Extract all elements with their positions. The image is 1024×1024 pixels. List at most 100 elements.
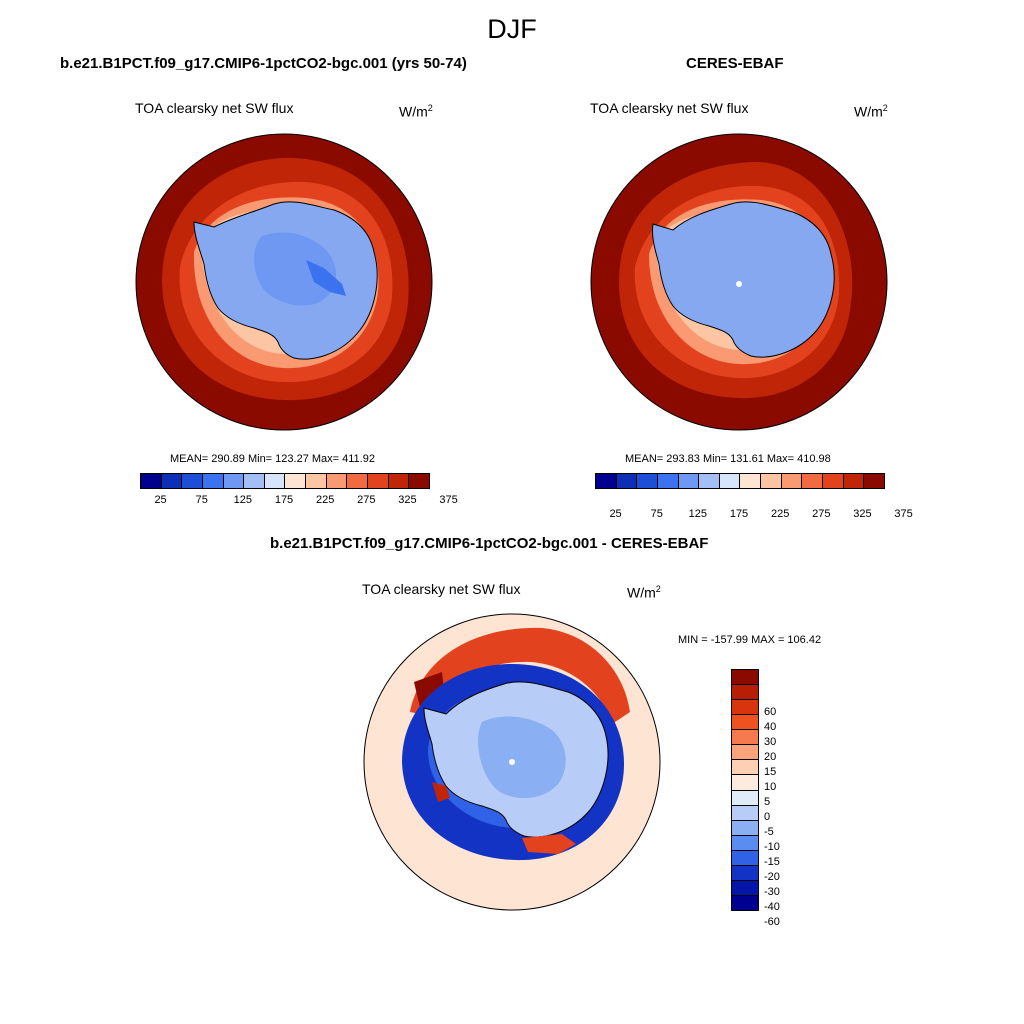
model-variable-label: TOA clearsky net SW flux xyxy=(135,100,294,116)
colorbar-swatch xyxy=(732,805,758,821)
obs-colorbar-labels: 25 75 125 175 225 275 325 375 xyxy=(595,508,912,522)
colorbar-tick-label: 275 xyxy=(357,494,376,506)
season-title: DJF xyxy=(487,14,537,44)
model-unit-label: W/m2 xyxy=(399,103,433,120)
diff-positive-ring xyxy=(410,627,630,724)
diff-plateau xyxy=(478,716,566,799)
colorbar-swatch xyxy=(843,474,865,488)
obs-unit-label: W/m2 xyxy=(854,103,888,120)
colorbar-swatch xyxy=(347,474,369,488)
diff-pole-marker xyxy=(509,759,515,765)
colorbar-swatch xyxy=(678,474,700,488)
colorbar-swatch xyxy=(182,474,203,488)
model-colorbar xyxy=(140,473,430,489)
model-plateau-low xyxy=(254,232,337,306)
colorbar-swatch xyxy=(732,880,758,896)
colorbar-tick-label: 40 xyxy=(764,721,777,733)
colorbar-tick-label: -60 xyxy=(764,916,780,928)
colorbar-swatch xyxy=(264,474,286,488)
obs-map-border xyxy=(590,133,888,431)
colorbar-swatch xyxy=(732,745,758,761)
obs-colorbar xyxy=(595,473,885,489)
colorbar-tick-label: 125 xyxy=(688,508,708,520)
colorbar-swatch xyxy=(732,685,758,701)
colorbar-tick-label: -20 xyxy=(764,871,780,883)
colorbar-tick-label: 25 xyxy=(154,494,167,506)
colorbar-swatch xyxy=(388,474,410,488)
colorbar-swatch xyxy=(732,715,758,731)
colorbar-swatch xyxy=(657,474,679,488)
colorbar-swatch xyxy=(596,474,617,488)
colorbar-swatch xyxy=(823,474,844,488)
colorbar-swatch xyxy=(285,474,307,488)
diff-colorbar-labels: 60 40 30 20 15 10 5 0 -5 -10 -15 -20 -30 -40 -60 xyxy=(764,697,804,937)
colorbar-tick-label: -5 xyxy=(764,826,774,838)
colorbar-tick-label: 375 xyxy=(894,508,913,520)
colorbar-swatch xyxy=(326,474,348,488)
colorbar-swatch xyxy=(244,474,265,488)
diff-variable-label: TOA clearsky net SW flux xyxy=(362,581,521,597)
colorbar-swatch xyxy=(802,474,824,488)
obs-variable-label: TOA clearsky net SW flux xyxy=(590,100,749,116)
colorbar-swatch xyxy=(732,865,758,881)
colorbar-tick-label: 15 xyxy=(764,766,777,778)
model-stats: MEAN= 290.89 Min= 123.27 Max= 411.92 xyxy=(170,453,375,465)
colorbar-tick-label: 0 xyxy=(764,811,771,823)
colorbar-tick-label: 60 xyxy=(764,706,777,718)
colorbar-tick-label: -15 xyxy=(764,856,780,868)
colorbar-swatch xyxy=(161,474,183,488)
colorbar-tick-label: 30 xyxy=(764,736,777,748)
colorbar-tick-label: 375 xyxy=(439,494,458,506)
model-map-border xyxy=(135,133,433,431)
diff-polar-map xyxy=(363,613,661,911)
colorbar-swatch xyxy=(732,850,758,866)
colorbar-swatch xyxy=(223,474,245,488)
obs-antarctica xyxy=(652,201,835,358)
model-plateau-min xyxy=(306,260,346,296)
colorbar-swatch xyxy=(202,474,224,488)
colorbar-tick-label: 275 xyxy=(812,508,831,520)
colorbar-tick-label: 75 xyxy=(650,508,663,520)
colorbar-tick-label: 225 xyxy=(315,494,335,506)
colorbar-swatch xyxy=(637,474,658,488)
colorbar-tick-label: 75 xyxy=(195,494,208,506)
colorbar-swatch xyxy=(732,775,758,791)
colorbar-tick-label: 325 xyxy=(398,494,417,506)
colorbar-swatch xyxy=(732,730,758,746)
colorbar-swatch xyxy=(864,474,884,488)
diff-coastal-positive-west xyxy=(432,782,450,802)
colorbar-tick-label: 175 xyxy=(729,508,749,520)
colorbar-tick-label: -30 xyxy=(764,886,780,898)
colorbar-swatch xyxy=(732,670,758,686)
colorbar-tick-label: 125 xyxy=(233,494,253,506)
colorbar-swatch xyxy=(781,474,803,488)
colorbar-swatch xyxy=(732,760,758,776)
colorbar-swatch xyxy=(141,474,162,488)
model-polar-map xyxy=(135,133,433,431)
diff-panel-title: b.e21.B1PCT.f09_g17.CMIP6-1pctCO2-bgc.00… xyxy=(270,535,709,552)
colorbar-tick-label: 175 xyxy=(274,494,294,506)
diff-colorbar xyxy=(731,669,759,911)
colorbar-swatch xyxy=(732,700,758,716)
obs-polar-map xyxy=(590,133,888,431)
colorbar-swatch xyxy=(740,474,762,488)
colorbar-swatch xyxy=(719,474,741,488)
diff-stats: MIN = -157.99 MAX = 106.42 xyxy=(678,634,822,646)
diff-unit-label: W/m2 xyxy=(627,584,661,601)
colorbar-swatch xyxy=(761,474,782,488)
colorbar-swatch xyxy=(732,820,758,836)
colorbar-tick-label: 325 xyxy=(853,508,872,520)
model-panel-title: b.e21.B1PCT.f09_g17.CMIP6-1pctCO2-bgc.00… xyxy=(60,55,467,72)
colorbar-swatch xyxy=(368,474,389,488)
obs-stats: MEAN= 293.83 Min= 131.61 Max= 410.98 xyxy=(625,453,831,465)
colorbar-tick-label: 25 xyxy=(609,508,622,520)
colorbar-swatch xyxy=(732,835,758,851)
colorbar-swatch xyxy=(732,790,758,806)
colorbar-swatch xyxy=(409,474,429,488)
colorbar-swatch xyxy=(699,474,720,488)
colorbar-tick-label: -10 xyxy=(764,841,780,853)
colorbar-tick-label: 20 xyxy=(764,751,777,763)
diff-map-border xyxy=(363,613,661,911)
diff-coastal-positive-south xyxy=(522,834,576,854)
colorbar-tick-label: 10 xyxy=(764,781,777,793)
